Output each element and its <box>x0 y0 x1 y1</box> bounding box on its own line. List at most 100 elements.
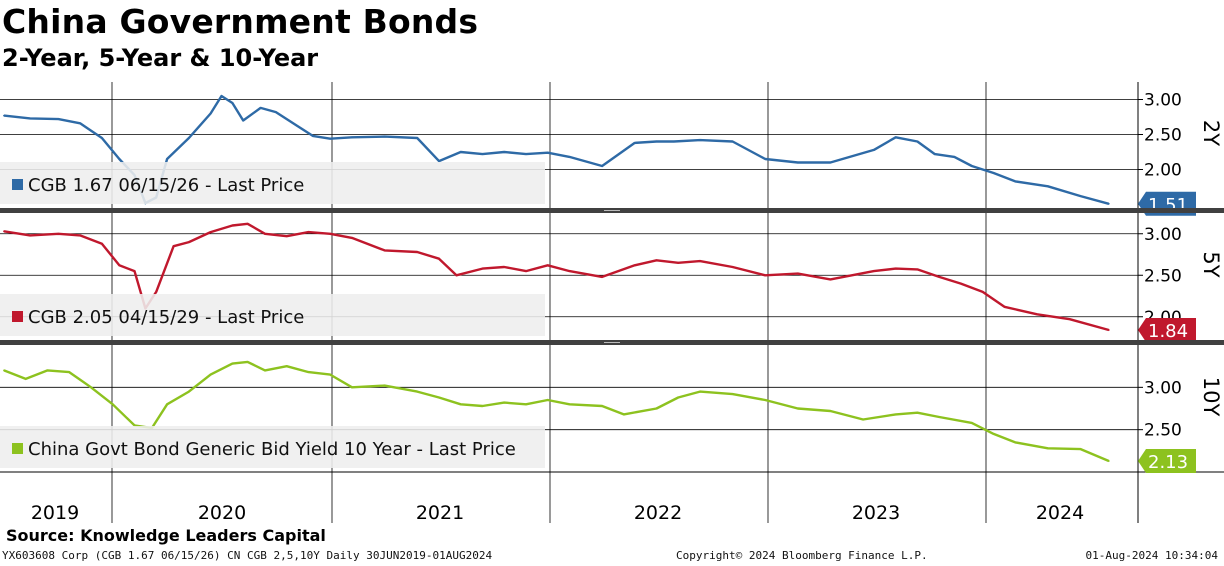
legend-swatch <box>12 179 23 190</box>
chart-subtitle: 2-Year, 5-Year & 10-Year <box>2 44 319 72</box>
data-point <box>285 235 288 238</box>
legend: CGB 1.67 06/15/26 - Last Price <box>0 162 545 204</box>
source-note: Source: Knowledge Leaders Capital <box>6 526 326 545</box>
y-tick-label: 2.50 <box>1144 421 1182 441</box>
data-point <box>188 241 190 244</box>
data-point <box>329 373 332 376</box>
data-point <box>677 396 680 399</box>
data-point <box>133 270 136 272</box>
data-point <box>459 403 462 406</box>
data-point <box>351 136 353 139</box>
x-tick-label: 2021 <box>416 502 464 524</box>
data-point <box>525 403 527 406</box>
legend-swatch <box>12 311 23 322</box>
y-tick-label: 2.50 <box>1144 266 1182 286</box>
data-point <box>655 259 658 262</box>
data-point <box>383 249 386 252</box>
data-point <box>764 399 767 401</box>
panel-axis-title: 5Y <box>1199 251 1223 277</box>
chart-title: China Government Bonds <box>2 2 479 41</box>
data-point <box>231 102 234 104</box>
data-point <box>673 140 675 143</box>
data-point <box>503 266 506 268</box>
data-point <box>90 386 92 389</box>
y-tick-label: 3.00 <box>1144 91 1182 111</box>
y-tick-label: 3.00 <box>1144 378 1182 398</box>
data-point <box>68 371 71 373</box>
data-point <box>731 266 734 268</box>
data-point <box>953 156 956 158</box>
data-point <box>455 274 458 277</box>
data-point <box>1014 180 1017 183</box>
data-point <box>731 140 734 143</box>
data-point <box>655 140 658 143</box>
data-point <box>764 274 767 277</box>
data-point <box>622 413 625 416</box>
data-point <box>29 117 31 120</box>
x-tick-label: 2019 <box>31 502 79 524</box>
data-point <box>246 361 249 363</box>
data-point <box>3 369 5 372</box>
data-point <box>416 251 419 253</box>
data-point <box>1014 441 1017 444</box>
footer-timestamp: 01-Aug-2024 10:34:04 <box>1085 549 1218 562</box>
legend: CGB 2.05 04/15/29 - Last Price <box>0 294 545 336</box>
data-point <box>546 151 549 154</box>
data-point <box>351 237 353 239</box>
data-point <box>699 390 701 393</box>
last-value-text: 2.13 <box>1148 452 1188 473</box>
data-point <box>101 137 103 139</box>
data-point <box>118 264 121 267</box>
data-point <box>383 135 386 138</box>
footer-copyright: Copyright© 2024 Bloomberg Finance L.P. <box>676 549 928 562</box>
panel-axis-title: 2Y <box>1199 120 1223 146</box>
data-point <box>296 125 299 127</box>
data-point <box>731 393 734 395</box>
data-point <box>796 272 799 275</box>
data-point <box>246 222 249 225</box>
data-point <box>155 291 158 293</box>
data-point <box>960 282 962 285</box>
data-point <box>894 136 897 139</box>
data-point <box>29 234 31 237</box>
panel-2y: 3.00 2.50 2.00 2Y CGB 1.67 06/15/26 - Last P… <box>0 91 1223 216</box>
data-point <box>862 418 864 421</box>
y-tick-label: 3.00 <box>1144 225 1182 245</box>
legend-label: China Govt Bond Generic Bid Yield 10 Yea… <box>28 439 516 460</box>
data-point <box>46 369 49 372</box>
data-point <box>416 390 419 393</box>
data-point <box>188 390 190 393</box>
data-point <box>438 257 440 260</box>
data-point <box>568 270 571 272</box>
data-point <box>938 416 941 418</box>
data-point <box>220 95 223 97</box>
data-point <box>24 378 27 380</box>
data-point <box>568 403 571 406</box>
data-point <box>873 149 875 151</box>
last-value-badge <box>1138 318 1196 343</box>
data-point <box>829 278 832 281</box>
x-tick-label: 2022 <box>634 502 682 524</box>
data-point <box>981 291 984 293</box>
data-point <box>568 156 571 158</box>
footer-security-info: YX603608 Corp (CGB 1.67 06/15/26) CN CGB… <box>2 549 493 562</box>
data-point <box>259 107 262 109</box>
data-point <box>307 371 310 373</box>
data-point <box>938 276 941 278</box>
data-point <box>796 407 799 410</box>
data-point <box>601 405 603 407</box>
data-point <box>188 137 190 139</box>
data-point <box>829 161 832 164</box>
data-point <box>1079 448 1082 450</box>
data-point <box>525 270 527 272</box>
data-point <box>655 407 658 410</box>
data-point <box>133 424 136 427</box>
data-point <box>351 386 353 389</box>
data-point <box>970 165 973 167</box>
data-point <box>1003 305 1006 308</box>
last-value-badge <box>1138 448 1196 473</box>
last-value-text: 1.84 <box>1148 321 1188 342</box>
data-point <box>57 118 60 120</box>
data-point <box>601 165 603 167</box>
data-point <box>383 384 386 387</box>
